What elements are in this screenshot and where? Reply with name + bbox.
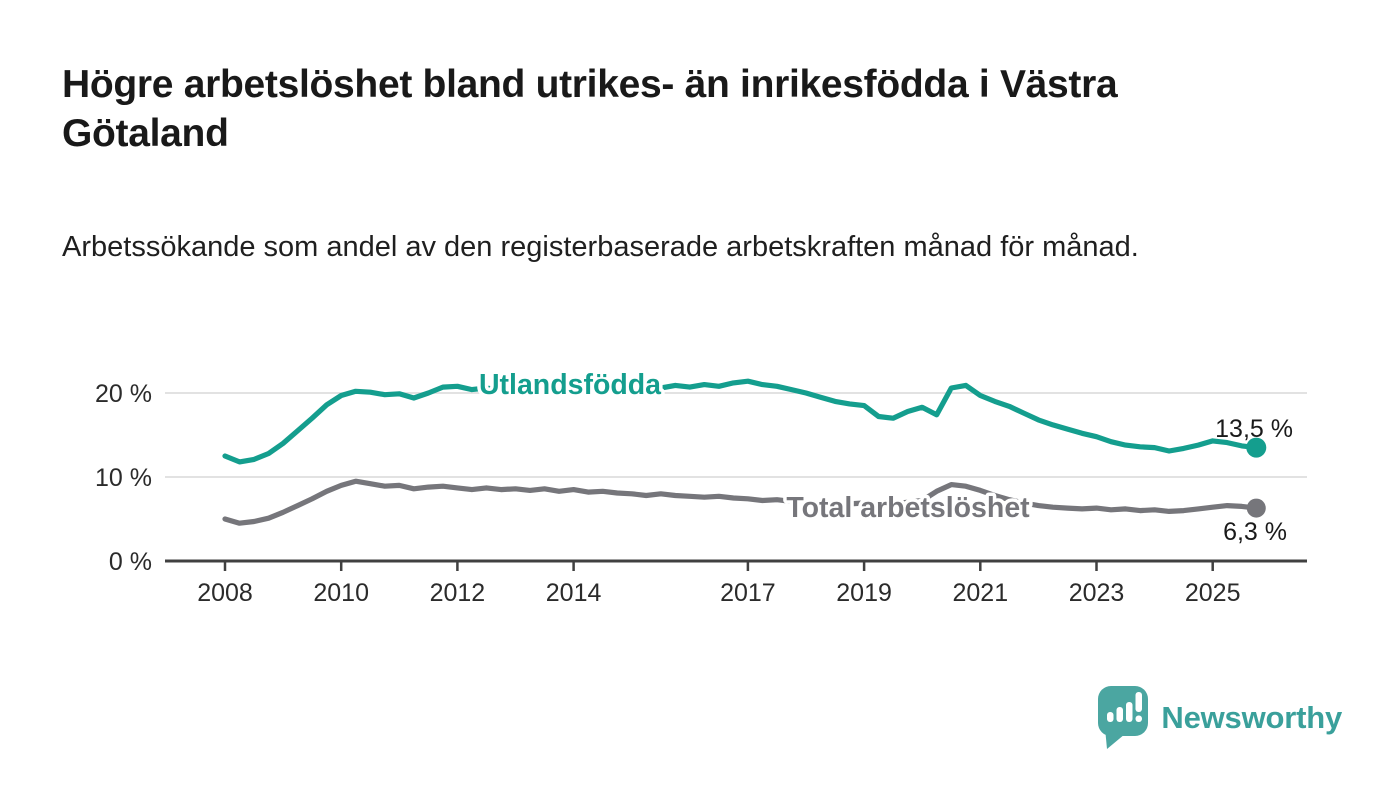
y-tick-label: 0 % bbox=[109, 548, 152, 576]
x-tick-label: 2010 bbox=[313, 579, 369, 607]
x-tick-label: 2014 bbox=[546, 579, 602, 607]
x-tick-label: 2023 bbox=[1069, 579, 1125, 607]
x-tick-label: 2008 bbox=[197, 579, 253, 607]
newsworthy-bubble-chart-icon bbox=[1098, 686, 1149, 749]
utlandsfodda-series-label: Utlandsfödda bbox=[479, 369, 662, 401]
x-tick-label: 2021 bbox=[952, 579, 1008, 607]
total-arbetsloshet-line bbox=[222, 478, 1259, 526]
y-tick-label: 10 % bbox=[95, 464, 152, 492]
total-arbetsloshet-series-label: Total arbetslöshet bbox=[786, 492, 1030, 524]
chart-subtitle: Arbetssökande som andel av den registerb… bbox=[62, 231, 1139, 263]
x-tick-label: 2012 bbox=[430, 579, 486, 607]
x-tick-label: 2017 bbox=[720, 579, 776, 607]
total-arbetsloshet-end-dot bbox=[1246, 498, 1266, 518]
utlandsfodda-end-dot bbox=[1246, 437, 1267, 458]
y-tick-label: 20 % bbox=[95, 380, 152, 408]
total-arbetsloshet-end-value-label: 6,3 % bbox=[1223, 518, 1287, 546]
x-tick-label: 2025 bbox=[1185, 579, 1241, 607]
utlandsfodda-end-value-label: 13,5 % bbox=[1215, 415, 1293, 443]
newsworthy-logo: Newsworthy bbox=[1096, 684, 1342, 752]
page-title: Högre arbetslöshet bland utrikes- än inr… bbox=[62, 63, 1118, 155]
utlandsfodda-line bbox=[222, 378, 1259, 465]
x-tick-label: 2019 bbox=[836, 579, 892, 607]
newsworthy-logo-text: Newsworthy bbox=[1161, 700, 1342, 735]
